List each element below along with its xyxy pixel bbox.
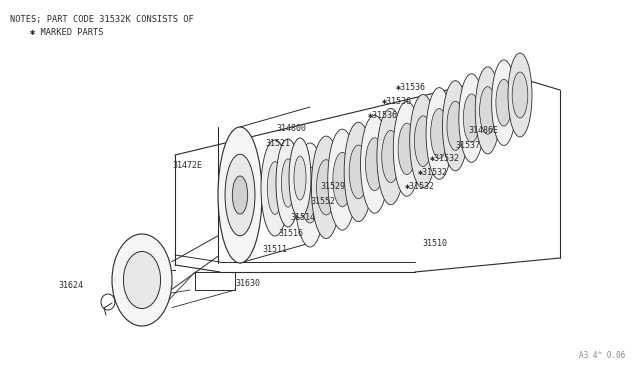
Text: 314800: 314800 <box>276 124 306 132</box>
Ellipse shape <box>295 143 325 247</box>
Ellipse shape <box>512 72 528 118</box>
Ellipse shape <box>463 94 480 142</box>
Text: 31537: 31537 <box>455 141 480 150</box>
Text: 31521: 31521 <box>265 138 290 148</box>
Text: 31486E: 31486E <box>468 125 498 135</box>
Ellipse shape <box>476 67 500 154</box>
Ellipse shape <box>317 160 336 215</box>
Ellipse shape <box>431 109 448 158</box>
Text: A3 4^ 0.06: A3 4^ 0.06 <box>579 351 625 360</box>
Text: 31552: 31552 <box>310 196 335 205</box>
Ellipse shape <box>360 115 388 213</box>
Text: ✱31536: ✱31536 <box>368 110 398 119</box>
Ellipse shape <box>344 122 372 222</box>
Ellipse shape <box>447 101 464 150</box>
Text: ✱31532: ✱31532 <box>430 154 460 163</box>
Ellipse shape <box>268 161 283 214</box>
Text: 31630: 31630 <box>235 279 260 288</box>
Ellipse shape <box>398 123 416 174</box>
Ellipse shape <box>382 131 400 183</box>
Ellipse shape <box>492 60 516 145</box>
Text: 31510: 31510 <box>422 238 447 247</box>
Ellipse shape <box>414 116 432 166</box>
Text: 31511: 31511 <box>262 244 287 253</box>
Ellipse shape <box>459 74 484 163</box>
Text: ✱31536: ✱31536 <box>382 96 412 106</box>
Ellipse shape <box>276 139 300 227</box>
Ellipse shape <box>479 87 496 134</box>
Ellipse shape <box>232 176 248 214</box>
Text: 31529: 31529 <box>320 182 345 190</box>
Ellipse shape <box>442 81 468 171</box>
Ellipse shape <box>365 138 384 191</box>
Ellipse shape <box>218 127 262 263</box>
Ellipse shape <box>377 108 404 205</box>
Ellipse shape <box>289 138 311 218</box>
Text: 31514: 31514 <box>290 212 315 221</box>
Ellipse shape <box>294 156 306 200</box>
Ellipse shape <box>410 94 436 188</box>
Ellipse shape <box>508 53 532 137</box>
Ellipse shape <box>300 167 320 223</box>
Ellipse shape <box>124 251 161 308</box>
Ellipse shape <box>225 154 255 236</box>
Ellipse shape <box>282 159 294 207</box>
Text: 31624: 31624 <box>58 280 83 289</box>
Ellipse shape <box>112 234 172 326</box>
Text: ✱31532: ✱31532 <box>418 167 448 176</box>
Ellipse shape <box>496 79 512 126</box>
Ellipse shape <box>426 88 452 179</box>
Ellipse shape <box>333 153 352 207</box>
Text: 31516: 31516 <box>278 228 303 237</box>
Text: ✱31532: ✱31532 <box>405 182 435 190</box>
Text: ✱ MARKED PARTS: ✱ MARKED PARTS <box>30 28 104 37</box>
Ellipse shape <box>328 129 357 230</box>
Ellipse shape <box>349 145 368 199</box>
Ellipse shape <box>261 140 289 236</box>
Text: NOTES; PART CODE 31532K CONSISTS OF: NOTES; PART CODE 31532K CONSISTS OF <box>10 15 194 24</box>
Text: ✱31536: ✱31536 <box>396 83 426 92</box>
Text: 31472E: 31472E <box>172 160 202 170</box>
Ellipse shape <box>394 102 420 196</box>
Ellipse shape <box>312 136 341 238</box>
